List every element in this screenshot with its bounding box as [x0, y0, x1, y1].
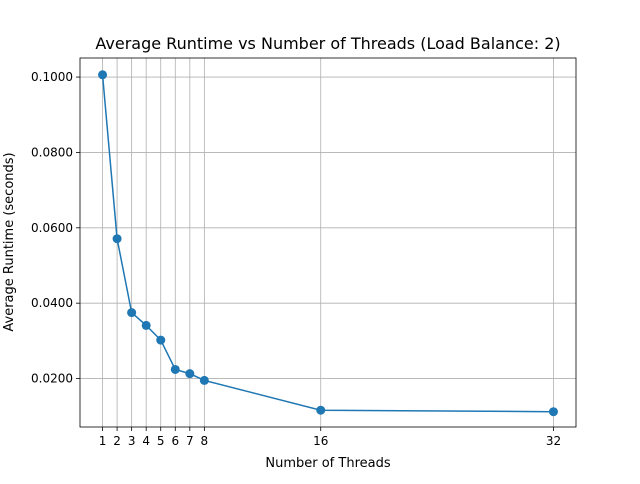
x-tick-label: 6 [171, 434, 179, 448]
y-axis-label: Average Runtime (seconds) [2, 152, 17, 331]
x-tick-label: 3 [128, 434, 136, 448]
data-point [156, 335, 166, 345]
plot-frame [79, 57, 577, 428]
x-tick-label: 7 [186, 434, 194, 448]
chart-title: Average Runtime vs Number of Threads (Lo… [95, 34, 560, 53]
x-tick-label: 1 [99, 434, 107, 448]
data-point [170, 364, 180, 374]
series-line [101, 74, 554, 413]
x-axis-label: Number of Threads [265, 456, 390, 471]
data-point [316, 405, 326, 415]
x-tick-label: 4 [142, 434, 150, 448]
x-tick-label: 16 [313, 434, 328, 448]
x-tick-label: 5 [157, 434, 165, 448]
data-point [98, 70, 108, 80]
y-tick-label: 0.0800 [31, 145, 73, 159]
series-layer [98, 70, 558, 417]
y-axis-ticks: 0.0200 0.0400 0.0600 0.0800 0.1000 [31, 70, 80, 386]
data-point [112, 234, 122, 244]
y-tick-label: 0.0600 [31, 221, 73, 235]
data-point [185, 369, 195, 379]
grid [80, 58, 576, 427]
data-point [199, 375, 209, 385]
y-tick-label: 0.1000 [31, 70, 73, 84]
x-axis-ticks: 1 2 3 4 5 6 7 8 16 32 [99, 427, 561, 448]
y-tick-label: 0.0200 [31, 372, 73, 386]
y-tick-label: 0.0400 [31, 296, 73, 310]
data-point [141, 320, 151, 330]
data-point [127, 308, 137, 318]
x-tick-label: 8 [201, 434, 209, 448]
data-point [548, 407, 558, 417]
x-tick-label: 2 [113, 434, 121, 448]
x-tick-label: 32 [546, 434, 561, 448]
